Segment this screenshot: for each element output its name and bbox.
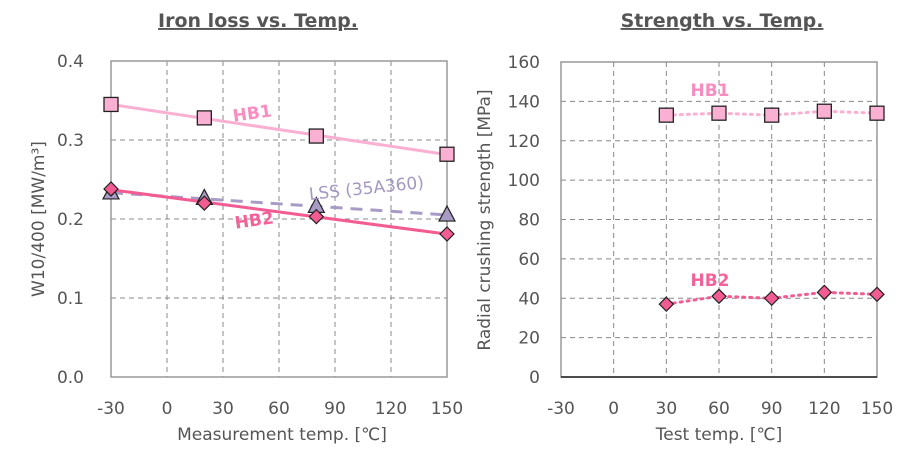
trend-line <box>110 102 448 157</box>
x-tick-label: 0 <box>608 399 619 419</box>
data-point-square <box>196 110 212 126</box>
x-tick-label: 150 <box>861 399 893 419</box>
right-chart-title: Strength vs. Temp. <box>621 10 824 32</box>
right-x-axis-label: Test temp. [℃] <box>655 425 783 445</box>
data-point-square <box>711 105 727 121</box>
data-point-square <box>103 96 119 113</box>
left-y-axis-label: W10/400 [MW/m³] <box>29 141 49 297</box>
trend-line <box>110 191 448 217</box>
right-y-axis-label: Radial crushing strength [MPa] <box>475 89 495 350</box>
data-point-diamond <box>196 195 213 212</box>
data-point-triangle <box>438 204 456 222</box>
x-tick-label: 30 <box>656 399 678 419</box>
y-tick-label: 120 <box>508 132 540 152</box>
x-tick-label: 0 <box>162 399 173 419</box>
y-tick-label: 140 <box>508 92 540 112</box>
data-point-diamond <box>439 226 455 242</box>
data-point-square <box>869 105 885 121</box>
data-point-square <box>308 128 324 144</box>
x-tick-label: 90 <box>761 399 783 419</box>
series-label: LSS (35A360) <box>308 173 425 205</box>
x-tick-label: -30 <box>97 399 125 419</box>
y-tick-label: 0 <box>529 368 540 388</box>
x-tick-label: 150 <box>431 399 463 419</box>
y-tick-label: 60 <box>518 250 540 270</box>
series-label: HB1 <box>690 81 729 101</box>
data-point-diamond <box>763 290 780 307</box>
x-tick-label: 90 <box>324 399 346 419</box>
x-tick-label: 30 <box>212 399 234 419</box>
data-point-square <box>658 107 674 123</box>
y-tick-label: 0.0 <box>57 368 84 388</box>
x-tick-label: 120 <box>808 399 840 419</box>
left-chart-title: Iron loss vs. Temp. <box>158 10 358 32</box>
data-point-diamond <box>308 208 325 225</box>
x-tick-label: -30 <box>547 399 575 419</box>
x-tick-label: 60 <box>268 399 290 419</box>
y-tick-label: 0.2 <box>57 210 84 230</box>
left-x-axis-label: Measurement temp. [℃] <box>177 425 387 445</box>
y-tick-label: 0.4 <box>57 52 84 72</box>
y-tick-label: 100 <box>508 171 540 191</box>
x-tick-label: 60 <box>708 399 730 419</box>
data-point-diamond <box>869 286 885 303</box>
data-point-diamond <box>816 284 833 301</box>
data-point-square <box>764 107 780 123</box>
series-label: HB2 <box>690 271 729 291</box>
data-point-diamond <box>711 288 727 305</box>
series-label: HB1 <box>232 101 273 126</box>
trend-line <box>110 188 448 236</box>
data-point-diamond <box>658 296 675 313</box>
data-point-diamond <box>103 181 119 197</box>
y-tick-label: 160 <box>508 53 540 73</box>
y-tick-label: 20 <box>518 329 540 349</box>
y-tick-label: 0.3 <box>57 131 84 151</box>
y-tick-label: 40 <box>518 289 540 309</box>
data-point-square <box>439 146 455 162</box>
data-point-square <box>816 103 832 119</box>
y-tick-label: 80 <box>518 211 540 231</box>
series-label: HB2 <box>234 208 275 233</box>
x-tick-label: 120 <box>375 399 407 419</box>
y-tick-label: 0.1 <box>57 289 84 309</box>
